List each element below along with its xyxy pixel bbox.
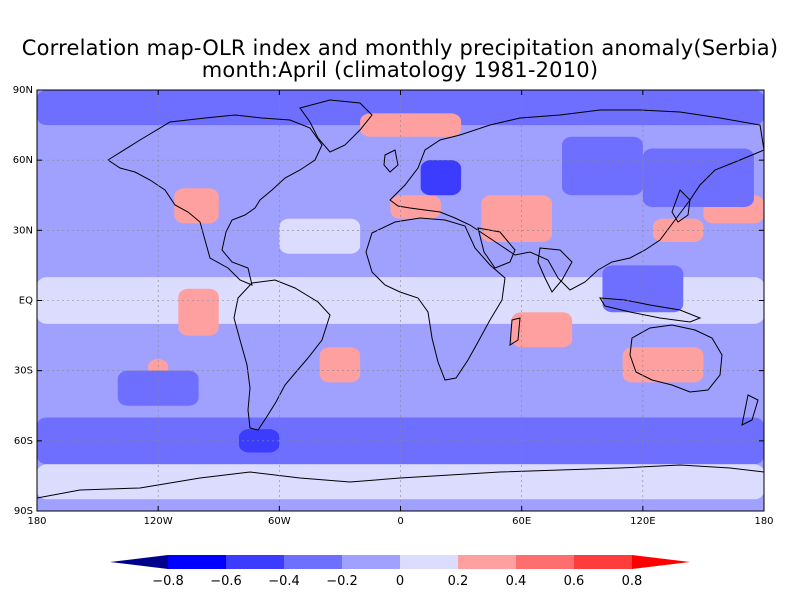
coast-australia <box>629 324 723 393</box>
coast-indonesia <box>599 297 702 323</box>
coast-india <box>537 247 573 293</box>
lon-tick-label: 60E <box>512 516 531 527</box>
lat-lon-grid <box>37 90 764 511</box>
lon-tick-label: 180 <box>27 516 46 527</box>
lat-tick-label: 60N <box>13 155 33 166</box>
field-region-17 <box>238 429 280 453</box>
coast-eurasia <box>389 109 764 291</box>
coast-antarctica <box>37 464 764 499</box>
colorbar: −0.8 −0.6 −0.4 −0.2 0 0.2 0.4 0.6 0.8 <box>110 555 690 589</box>
coast-new-zealand <box>741 394 759 426</box>
lon-tick-label: 60W <box>268 516 291 527</box>
lon-tick-label: 180 <box>754 516 773 527</box>
map-title-line2: month:April (climatology 1981-2010) <box>201 58 599 82</box>
field-region-20 <box>360 113 462 137</box>
colorbar-label: 0.6 <box>564 574 585 589</box>
field-region-5 <box>390 195 441 219</box>
coast-arabia <box>477 227 516 269</box>
colorbar-label: −0.2 <box>326 574 358 589</box>
colorbar-box <box>574 555 633 569</box>
coast-greenland <box>299 99 373 153</box>
colorbar-label: 0.4 <box>506 574 527 589</box>
field-region-18 <box>562 136 643 196</box>
field-region-6 <box>420 160 462 196</box>
colorbar-box <box>458 555 517 569</box>
colorbar-box <box>342 555 401 569</box>
colorbar-label: 0.8 <box>622 574 643 589</box>
colorbar-label: 0.2 <box>448 574 469 589</box>
map-title-line1: Correlation map-OLR index and monthly pr… <box>21 36 779 60</box>
lat-tick-label: EQ <box>19 296 33 307</box>
field-region-12 <box>319 347 361 383</box>
coast-madagascar <box>509 317 521 346</box>
coast-uk <box>383 149 399 173</box>
colorbar-box <box>168 555 227 569</box>
coast-south-america <box>233 279 331 431</box>
colorbar-label: −0.6 <box>210 574 242 589</box>
colorbar-label: −0.8 <box>152 574 184 589</box>
field-region-8 <box>178 288 219 336</box>
colorbar-box <box>516 555 575 569</box>
lat-tick-label: 90S <box>14 506 33 517</box>
colorbar-box <box>400 555 459 569</box>
field-region-15 <box>642 148 754 207</box>
lon-tick-label: 120W <box>144 516 173 527</box>
field-region-4 <box>174 188 219 224</box>
lat-tick-label: 60S <box>14 436 33 447</box>
field-region-16 <box>117 370 199 406</box>
colorbar-arrow-high <box>632 555 690 569</box>
coast-africa <box>365 217 506 381</box>
lat-tick-label: 30S <box>14 366 33 377</box>
field-region-7 <box>481 195 552 243</box>
colorbar-box <box>226 555 285 569</box>
coastlines <box>37 99 764 499</box>
lat-tick-label: 30N <box>13 225 33 236</box>
colorbar-arrow-low <box>110 555 168 569</box>
field-region-9 <box>511 312 573 348</box>
lon-tick-label: 0 <box>397 516 403 527</box>
field-region-19 <box>279 218 361 254</box>
lon-tick-label: 120E <box>630 516 655 527</box>
colorbar-box <box>284 555 343 569</box>
colorbar-label: 0 <box>396 574 404 589</box>
colorbar-label: −0.4 <box>268 574 300 589</box>
coast-japan <box>671 189 691 223</box>
field-region-10 <box>622 347 704 383</box>
lat-tick-label: 90N <box>13 85 33 96</box>
coast-north-america <box>107 114 323 286</box>
